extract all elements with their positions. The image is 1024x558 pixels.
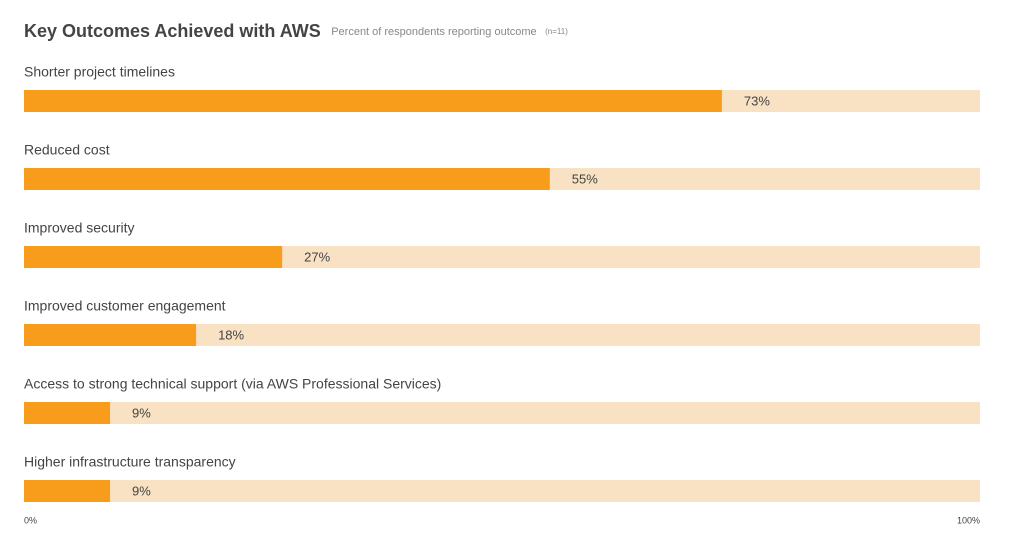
bar bbox=[24, 480, 111, 502]
bar bbox=[24, 324, 197, 346]
category-label: Reduced cost bbox=[24, 142, 110, 158]
chart-title: Key Outcomes Achieved with AWS bbox=[24, 21, 321, 41]
value-label: 9% bbox=[132, 405, 151, 420]
chart-note: (n=11) bbox=[545, 27, 568, 36]
x-tick-label: 0% bbox=[24, 515, 37, 525]
x-tick-label: 100% bbox=[957, 515, 980, 525]
bar bbox=[24, 246, 283, 268]
category-label: Higher infrastructure transparency bbox=[24, 454, 236, 470]
value-label: 27% bbox=[304, 249, 330, 264]
category-label: Access to strong technical support (via … bbox=[24, 376, 441, 392]
value-label: 18% bbox=[218, 327, 244, 342]
bar-track bbox=[24, 324, 980, 346]
value-label: 73% bbox=[744, 93, 770, 108]
value-label: 55% bbox=[572, 171, 598, 186]
bar bbox=[24, 402, 111, 424]
category-label: Improved customer engagement bbox=[24, 298, 226, 314]
value-label: 9% bbox=[132, 483, 151, 498]
bar bbox=[24, 90, 722, 112]
category-label: Improved security bbox=[24, 220, 134, 236]
bar bbox=[24, 168, 550, 190]
chart-subtitle: Percent of respondents reporting outcome bbox=[331, 26, 536, 38]
chart-title-line: Key Outcomes Achieved with AWS Percent o… bbox=[24, 21, 568, 41]
bar-track bbox=[24, 402, 980, 424]
category-label: Shorter project timelines bbox=[24, 64, 175, 80]
bar-track bbox=[24, 480, 980, 502]
